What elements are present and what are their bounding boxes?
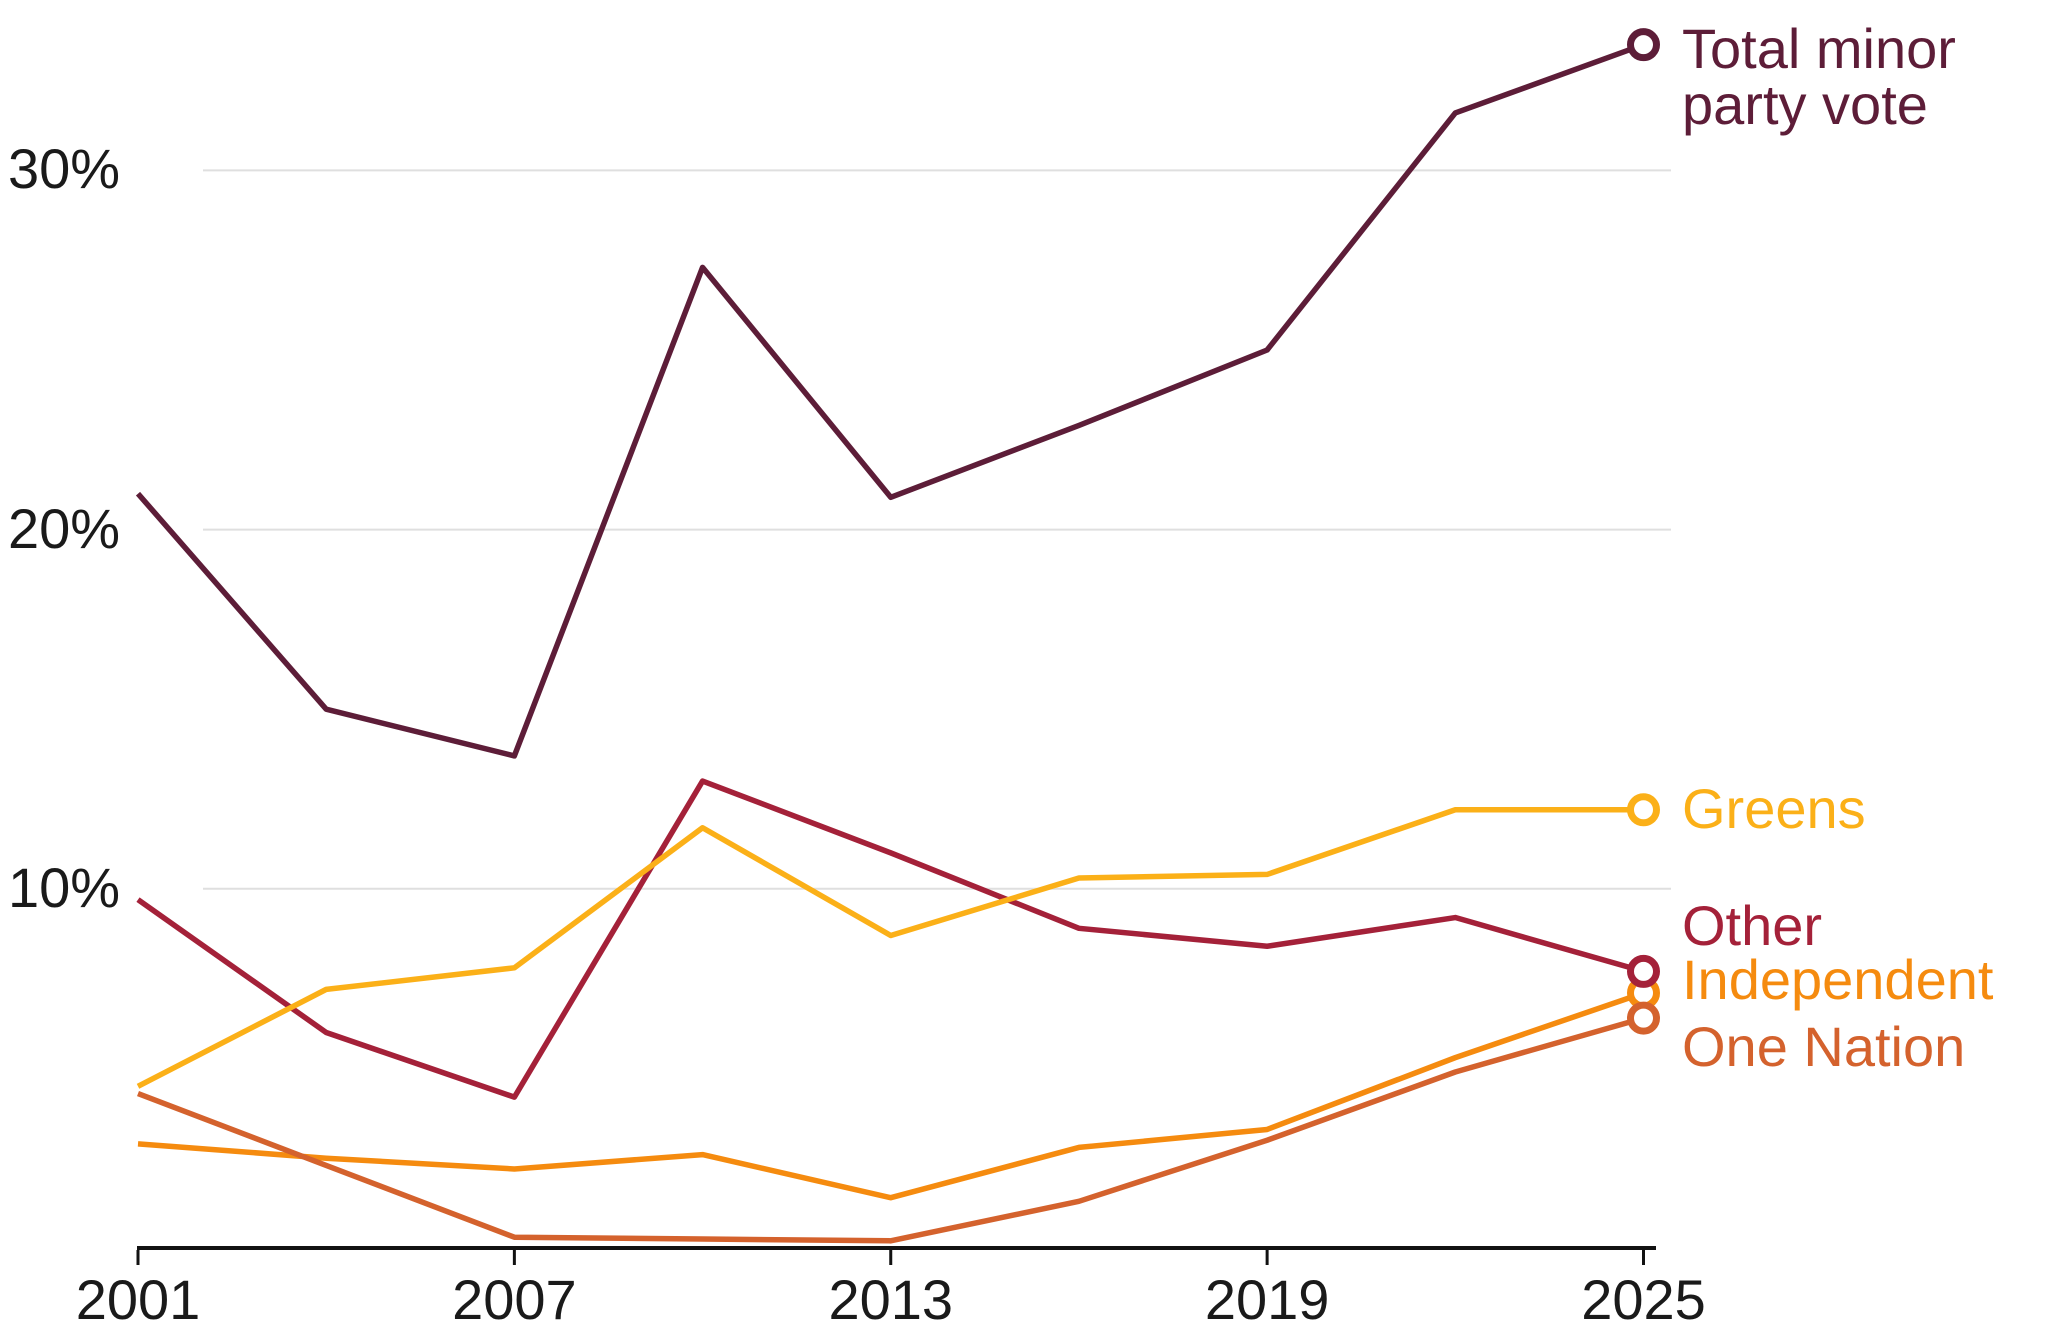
x-tick-label-2019: 2019 — [1204, 1268, 1330, 1331]
x-tick-label-2013: 2013 — [828, 1268, 954, 1331]
series-label-other: Other — [1682, 898, 1822, 954]
y-tick-label-10pct: 10% — [8, 855, 121, 919]
series-label-line-one-nation-0: One Nation — [1682, 1015, 1966, 1078]
endpoint-marker-greens — [1626, 793, 1660, 827]
series-label-one-nation: One Nation — [1682, 1019, 1965, 1075]
endpoint-marker-total-minor-party-vote — [1626, 28, 1660, 62]
endpoint-marker-other — [1626, 954, 1660, 988]
x-tick-label-2025: 2025 — [1581, 1268, 1706, 1331]
x-tick-label-2001: 2001 — [75, 1268, 201, 1331]
x-tick-label-2007: 2007 — [452, 1268, 577, 1331]
y-tick-label-30pct: 30% — [8, 137, 121, 201]
y-tick-label-20pct: 20% — [8, 496, 121, 560]
series-label-line-total-minor-party-vote-0: Total minor — [1682, 17, 1956, 80]
series-label-greens: Greens — [1682, 781, 1866, 837]
series-line-one-nation — [137, 1015, 1645, 1244]
series-label-line-greens-0: Greens — [1682, 777, 1866, 840]
series-line-total-minor-party-vote — [135, 42, 1645, 759]
series-line-greens — [136, 807, 1644, 1089]
series-label-total-minor-party-vote: Total minor party vote — [1682, 21, 1956, 133]
series-label-independent: Independent — [1682, 952, 1993, 1008]
series-label-line-independent-0: Independent — [1682, 948, 1994, 1011]
series-label-line-total-minor-party-vote-1: party vote — [1682, 73, 1928, 136]
series-line-independent — [137, 990, 1645, 1201]
series-label-line-other-0: Other — [1682, 894, 1823, 957]
endpoint-marker-one-nation — [1626, 1001, 1660, 1035]
series-line-other — [136, 778, 1645, 1100]
